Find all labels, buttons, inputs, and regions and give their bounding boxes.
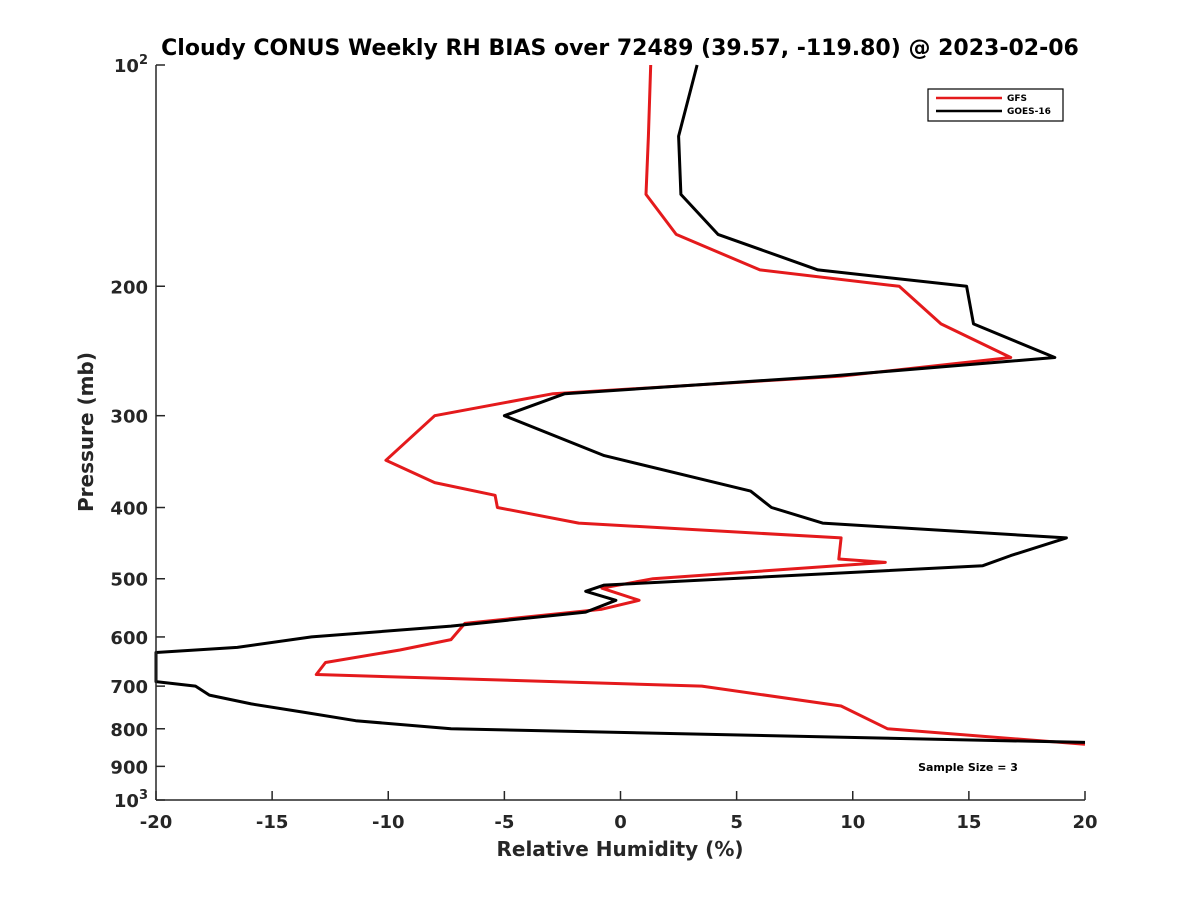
legend-label-goes-16: GOES-16 xyxy=(1007,107,1051,117)
x-tick-label: -15 xyxy=(256,812,289,833)
legend-label-gfs: GFS xyxy=(1007,94,1027,104)
y-axis-label: Pressure (mb) xyxy=(74,352,98,512)
x-axis-label: Relative Humidity (%) xyxy=(496,837,743,861)
series-line-goes-16 xyxy=(154,64,1086,744)
x-tick-label: 0 xyxy=(614,812,627,833)
plot-area xyxy=(156,65,1085,800)
x-tick-label: 20 xyxy=(1072,812,1097,833)
y-tick-label: 102 xyxy=(114,53,148,77)
x-tick-label: 10 xyxy=(840,812,865,833)
y-tick-label: 300 xyxy=(110,407,148,428)
x-tick-label: 15 xyxy=(956,812,981,833)
legend-box xyxy=(927,88,1064,122)
y-tick-label: 500 xyxy=(110,570,148,591)
y-tick-label: 600 xyxy=(110,628,148,649)
x-tick-label: -20 xyxy=(140,812,173,833)
legend: GFS GOES-16 xyxy=(927,88,1064,122)
y-tick-label: 400 xyxy=(110,499,148,520)
axes-layer: -20 -15 -10 -5 0 5 10 15 20 102 200 300 400 500 600 700… xyxy=(110,53,1097,833)
y-tick-label: 800 xyxy=(110,720,148,741)
x-tick-label: -10 xyxy=(372,812,405,833)
y-tick-label: 900 xyxy=(110,757,148,778)
y-tick-label: 103 xyxy=(114,788,148,812)
series-line-gfs xyxy=(314,64,1086,746)
chart-title: Cloudy CONUS Weekly RH BIAS over 72489 (… xyxy=(161,36,1079,61)
x-tick-label: 5 xyxy=(730,812,743,833)
x-tick-label: -5 xyxy=(494,812,514,833)
series-layer xyxy=(154,64,1086,746)
y-tick-label: 700 xyxy=(110,677,148,698)
y-tick-label: 200 xyxy=(110,277,148,298)
sample-size-annotation: Sample Size = 3 xyxy=(918,761,1018,774)
